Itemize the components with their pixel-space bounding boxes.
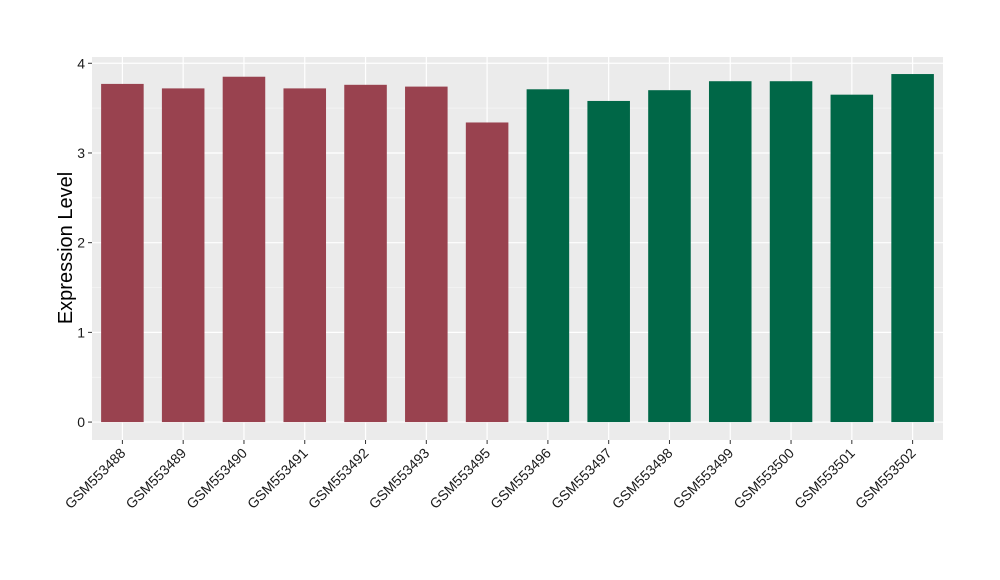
bar-GSM553495 (465, 122, 509, 423)
y-tick-label: 0 (77, 414, 85, 430)
x-tick-label: GSM553500 (730, 445, 797, 512)
plot-panel (92, 57, 943, 440)
x-tick-label: GSM553493 (366, 445, 433, 512)
bar-GSM553491 (283, 88, 327, 423)
x-tick-label: GSM553492 (305, 445, 372, 512)
bar-GSM553496 (526, 89, 570, 423)
y-tick-label: 1 (77, 324, 85, 340)
bar-GSM553492 (344, 84, 387, 423)
bars (101, 74, 934, 423)
bar-GSM553493 (405, 86, 448, 423)
x-axis: GSM553488GSM553489GSM553490GSM553491GSM5… (62, 440, 919, 512)
x-tick-label: GSM553498 (609, 445, 676, 512)
x-tick-label: GSM553489 (122, 445, 189, 512)
x-tick-label: GSM553502 (852, 445, 919, 512)
x-tick-label: GSM553495 (426, 445, 493, 512)
bar-GSM553498 (648, 90, 691, 423)
y-tick-label: 3 (77, 145, 85, 161)
bar-GSM553489 (161, 88, 205, 423)
x-tick-label: GSM553490 (183, 445, 250, 512)
x-tick-label: GSM553501 (791, 445, 858, 512)
x-tick-label: GSM553491 (244, 445, 311, 512)
y-tick-label: 2 (77, 235, 85, 251)
bar-GSM553497 (587, 100, 630, 423)
bar-GSM553501 (830, 94, 874, 423)
bar-GSM553488 (101, 83, 144, 423)
x-tick-label: GSM553496 (487, 445, 554, 512)
x-tick-label: GSM553488 (62, 445, 129, 512)
y-axis: 0 1 2 3 4 (77, 55, 92, 430)
x-tick-label: GSM553499 (669, 445, 736, 512)
bar-GSM553490 (222, 76, 266, 423)
bar-GSM553499 (708, 81, 752, 423)
y-axis-title: Expression Level (55, 172, 77, 324)
y-tick-label: 4 (77, 55, 85, 71)
bar-GSM553502 (891, 74, 934, 423)
x-tick-label: GSM553497 (548, 445, 615, 512)
bar-GSM553500 (769, 81, 813, 423)
